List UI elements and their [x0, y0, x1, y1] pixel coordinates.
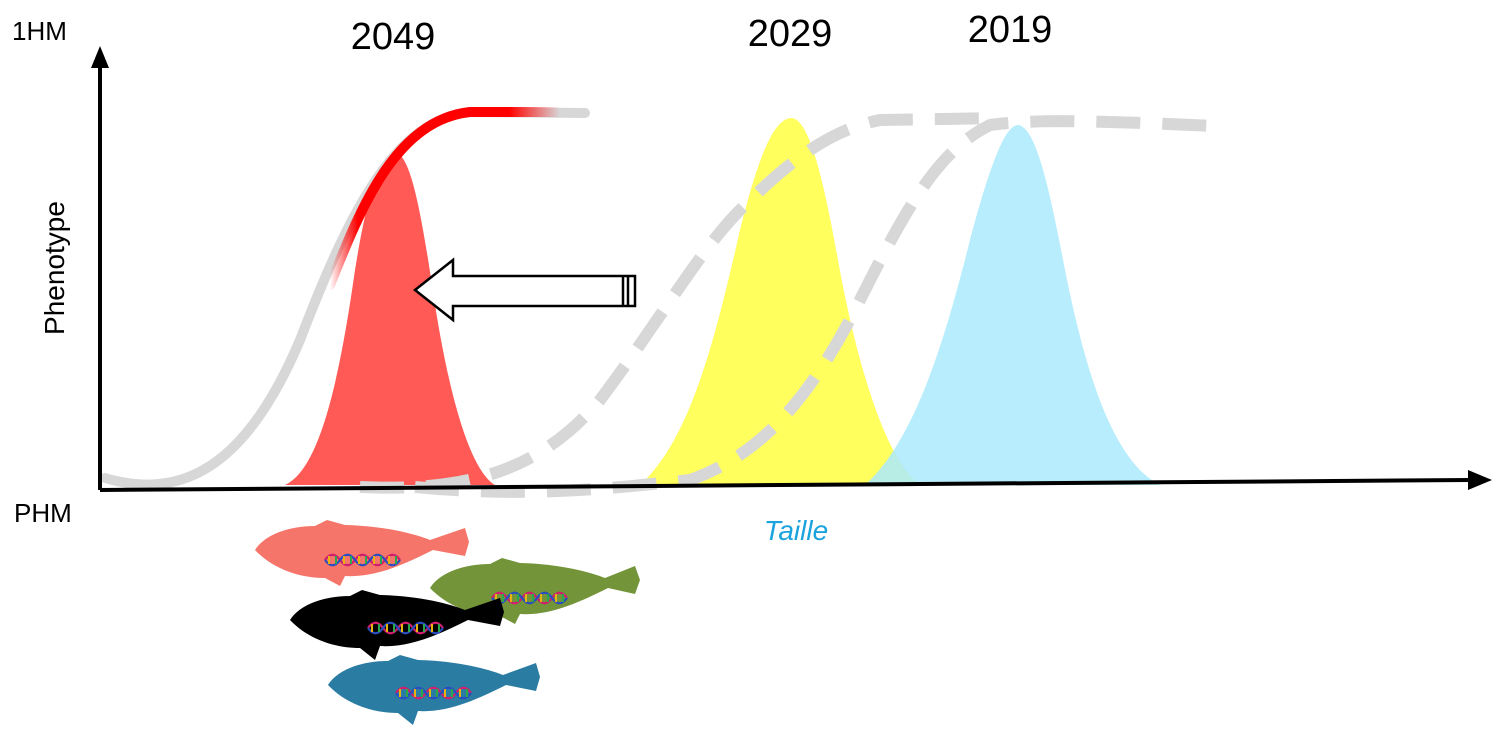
reaction-norm-2019 [414, 115, 1216, 498]
left-arrow-icon [412, 257, 637, 323]
year-label-2049: 2049 [351, 16, 436, 58]
axis-min-label: PHM [14, 498, 72, 528]
fish-group [255, 520, 640, 725]
distribution-2029 [640, 118, 920, 485]
year-label-2019: 2019 [968, 9, 1053, 51]
fish-icon [290, 590, 504, 660]
x-axis-label: Taille [764, 515, 828, 546]
distribution-2049 [285, 152, 495, 485]
year-label-2029: 2029 [748, 13, 833, 55]
reaction-norm-2029 [359, 112, 1001, 494]
distribution-2019 [865, 125, 1160, 485]
reaction-norm-2049-highlight [325, 107, 565, 290]
axis-max-label: 1HM [12, 16, 67, 46]
y-axis-label: Phenotype [39, 201, 70, 335]
fish-icon [255, 520, 469, 586]
x-axis [99, 470, 1492, 492]
y-axis [91, 46, 109, 490]
fish-icon [328, 655, 540, 725]
